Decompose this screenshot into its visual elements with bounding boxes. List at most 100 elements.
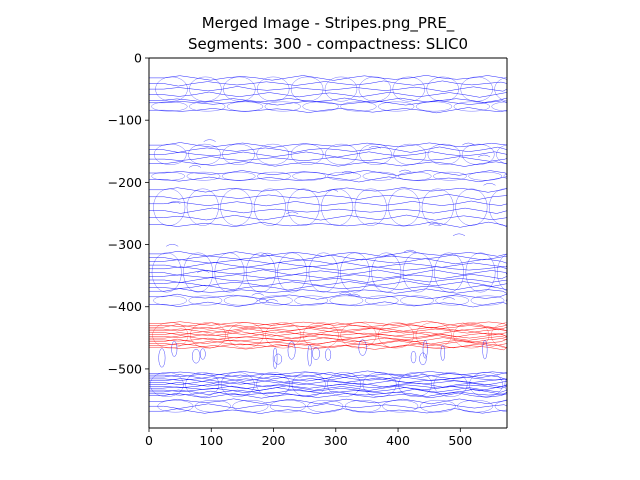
segment-boundary-blue-8 xyxy=(232,399,269,413)
segment-boundary-blue-4 xyxy=(354,188,387,226)
scatter-contour xyxy=(384,254,397,257)
contour-line-blue-7-2 xyxy=(149,374,507,381)
segment-boundary-blue-5 xyxy=(340,252,370,293)
scatter-contour xyxy=(325,189,339,192)
scatter-contour xyxy=(338,291,352,295)
segment-boundary-blue-4 xyxy=(455,188,488,226)
scatter-contour xyxy=(428,223,441,226)
scatter-contour xyxy=(251,293,264,296)
segment-boundary-blue-7 xyxy=(185,372,220,397)
x-tick-label: 500 xyxy=(448,433,472,448)
segment-boundary-blue-6 xyxy=(364,295,399,306)
contour-line-blue-7-7 xyxy=(149,383,507,389)
segment-boundary-blue-3 xyxy=(397,171,432,181)
segment-boundary-blue-5 xyxy=(245,252,276,293)
scatter-contour xyxy=(171,340,178,357)
x-tick-label: 0 xyxy=(145,433,153,448)
contour-line-blue-8-0 xyxy=(149,398,507,405)
contour-line-blue-5-3 xyxy=(149,262,507,269)
segment-boundary-blue-2 xyxy=(222,143,255,165)
segment-boundary-blue-3 xyxy=(221,171,256,181)
contour-line-red-0-0 xyxy=(149,320,507,327)
contour-line-blue-5-2 xyxy=(149,258,507,265)
segment-boundary-blue-4 xyxy=(186,188,219,226)
segment-boundary-blue-6 xyxy=(400,295,434,306)
contour-line-blue-7-9 xyxy=(149,387,507,393)
scatter-contour xyxy=(442,297,455,300)
contour-line-blue-4-5 xyxy=(149,221,507,228)
segment-boundary-blue-5 xyxy=(465,252,496,293)
segment-boundary-blue-8 xyxy=(494,400,507,413)
contour-line-blue-5-8 xyxy=(149,280,507,287)
segment-boundary-blue-7 xyxy=(433,372,468,397)
contour-line-blue-7-10 xyxy=(149,388,507,395)
segment-boundary-blue-6 xyxy=(294,295,329,306)
segment-boundary-red-0 xyxy=(265,322,302,349)
x-tick-label: 100 xyxy=(199,433,223,448)
segment-boundary-blue-8 xyxy=(157,399,194,413)
segment-boundary-blue-3 xyxy=(292,171,326,181)
scatter-contour xyxy=(203,139,216,142)
scatter-contour xyxy=(477,154,491,158)
segment-boundary-blue-2 xyxy=(359,143,392,165)
scatter-contour xyxy=(274,353,283,365)
segment-boundary-blue-4 xyxy=(220,188,253,226)
segment-boundary-blue-3 xyxy=(503,173,507,179)
segment-boundary-blue-7 xyxy=(504,378,507,391)
segment-boundary-blue-2 xyxy=(256,143,290,165)
segment-boundary-blue-2 xyxy=(324,143,358,165)
contour-line-blue-8-1 xyxy=(149,403,507,409)
contour-line-blue-1-0 xyxy=(149,100,507,106)
segment-boundary-blue-3 xyxy=(362,171,397,181)
scatter-contour xyxy=(440,345,446,361)
scatter-contour xyxy=(398,169,412,173)
segment-boundary-blue-6 xyxy=(153,295,187,306)
segment-boundary-blue-8 xyxy=(457,399,494,413)
contour-line-blue-2-4 xyxy=(149,161,507,167)
contour-line-blue-5-9 xyxy=(149,284,507,291)
scatter-contour xyxy=(166,244,179,247)
segment-boundary-blue-0 xyxy=(324,76,358,102)
chart-title: Merged Image - Stripes.png_PRE_ xyxy=(202,14,455,33)
segment-boundary-red-0 xyxy=(152,322,189,349)
segment-boundary-blue-8 xyxy=(307,399,344,413)
segment-boundary-blue-4 xyxy=(421,188,454,226)
y-tick-label: −300 xyxy=(108,237,142,252)
segment-boundary-blue-2 xyxy=(461,143,495,165)
contour-line-blue-5-7 xyxy=(149,277,507,283)
contour-line-blue-2-2 xyxy=(149,151,507,158)
contour-line-blue-3-0 xyxy=(149,170,507,176)
contour-line-blue-0-3 xyxy=(149,91,507,98)
contour-line-blue-2-0 xyxy=(149,142,507,148)
chart-subtitle: Segments: 300 - compactness: SLIC0 xyxy=(188,35,468,53)
y-tick-label: −400 xyxy=(108,299,142,314)
contour-line-blue-0-2 xyxy=(149,86,507,92)
segment-boundary-blue-1 xyxy=(340,101,377,112)
segment-boundary-blue-6 xyxy=(223,295,258,306)
segment-boundary-red-0 xyxy=(377,322,415,349)
segment-boundary-blue-5 xyxy=(496,253,507,292)
contour-line-blue-7-4 xyxy=(149,377,507,384)
segment-boundary-blue-7 xyxy=(327,372,362,397)
segment-boundary-blue-5 xyxy=(214,252,245,293)
scatter-contour xyxy=(265,299,279,302)
segment-boundary-blue-3 xyxy=(186,171,221,181)
segment-boundary-blue-1 xyxy=(189,101,226,112)
contour-line-blue-6-1 xyxy=(149,301,507,308)
y-tick-label: −100 xyxy=(108,113,142,128)
segment-boundary-blue-6 xyxy=(505,298,507,303)
contour-line-blue-3-1 xyxy=(149,176,507,183)
scatter-contour xyxy=(410,350,417,364)
segment-boundary-blue-0 xyxy=(189,76,222,102)
segment-boundary-blue-1 xyxy=(151,101,188,112)
contour-group xyxy=(149,75,507,414)
segment-boundary-blue-3 xyxy=(151,171,186,181)
scatter-contour xyxy=(325,348,332,361)
segment-boundary-blue-0 xyxy=(155,76,188,102)
contour-line-blue-2-1 xyxy=(149,146,507,153)
scatter-contour xyxy=(199,348,206,360)
contour-line-blue-4-0 xyxy=(149,187,507,193)
scatter-contour xyxy=(272,347,278,370)
segment-boundary-blue-6 xyxy=(435,295,470,306)
segment-boundary-blue-7 xyxy=(220,372,255,397)
